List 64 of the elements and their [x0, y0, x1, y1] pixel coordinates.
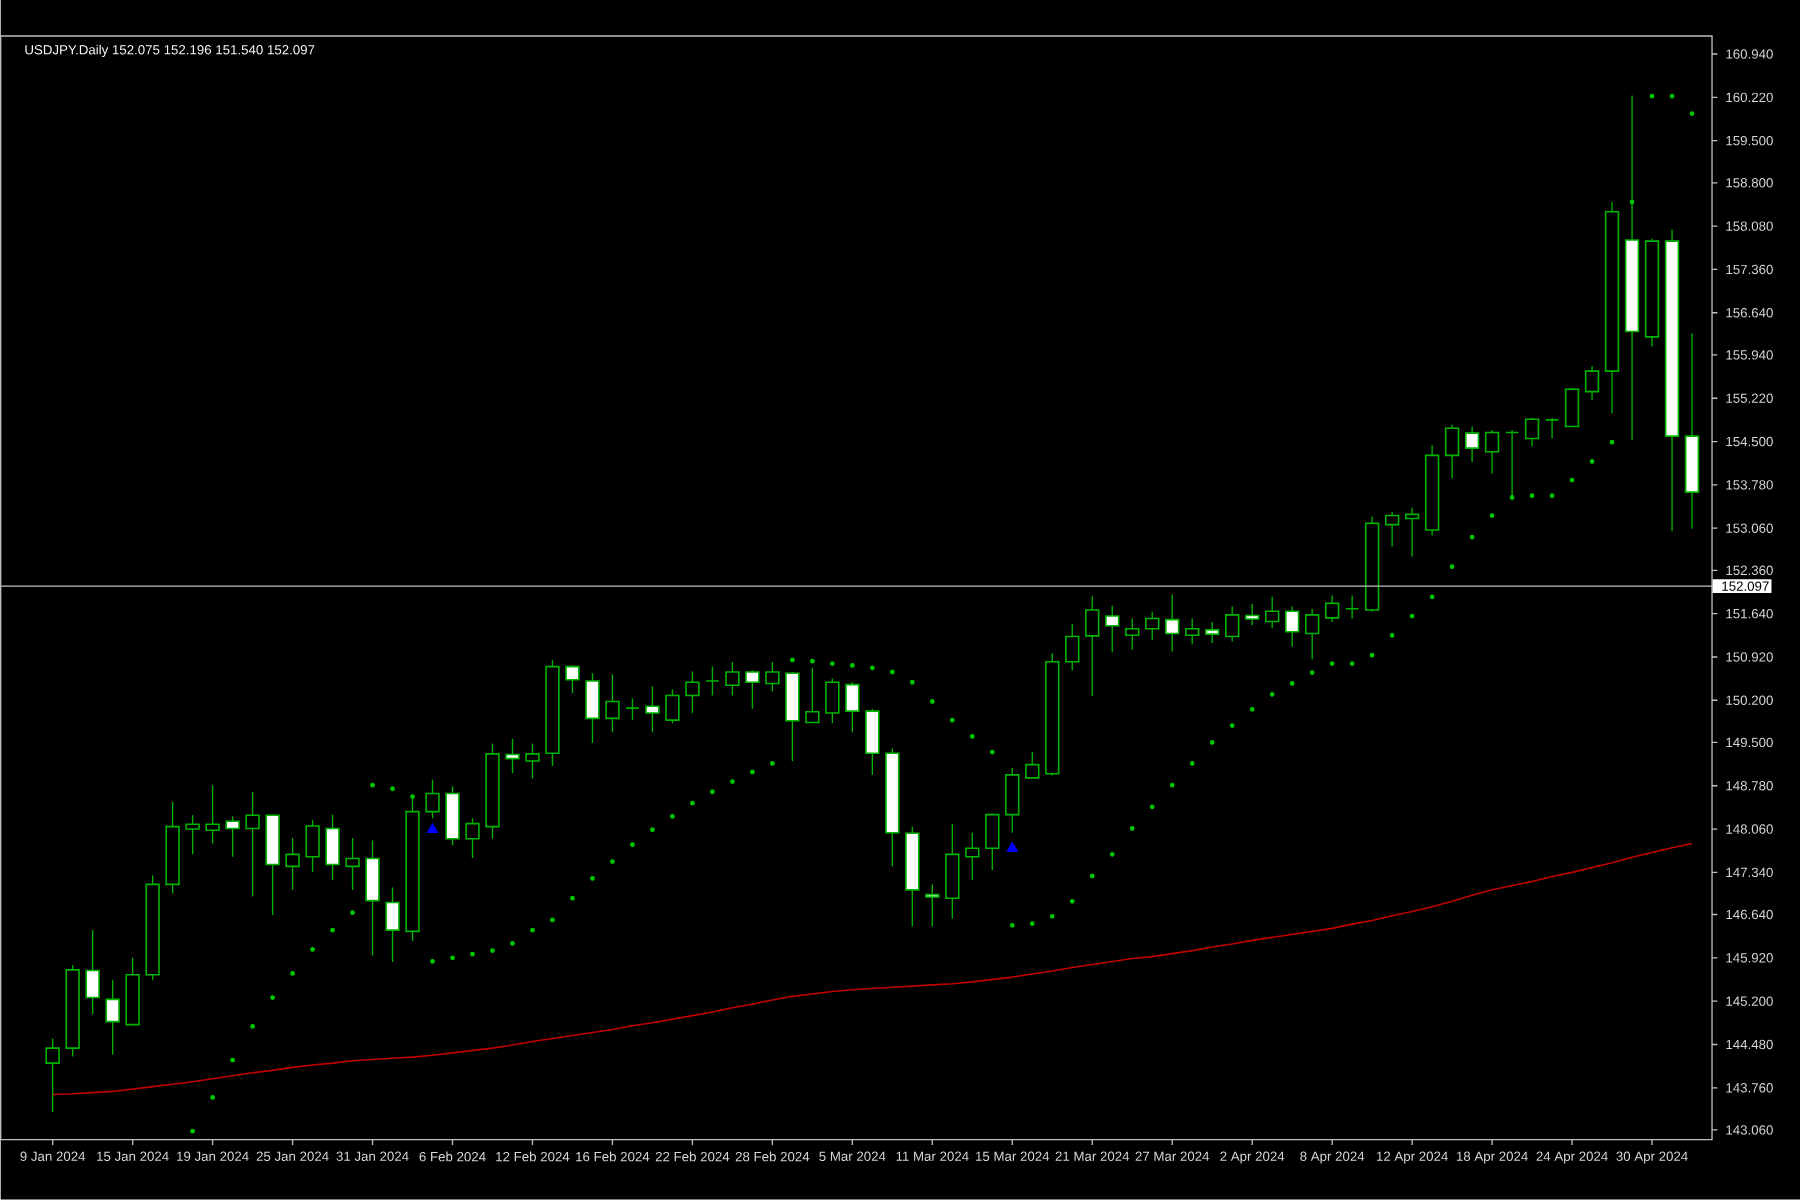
candlestick	[325, 814, 340, 882]
candlestick	[1085, 595, 1100, 697]
candlestick	[465, 817, 480, 859]
candlestick	[1225, 605, 1240, 643]
candlestick	[1125, 618, 1140, 651]
candlestick	[565, 664, 580, 694]
candlestick	[1544, 417, 1560, 440]
candlestick	[765, 661, 780, 693]
candlestick	[1484, 429, 1500, 475]
candlestick	[1344, 595, 1360, 620]
candlestick	[245, 791, 260, 898]
candlestick	[705, 666, 720, 697]
candlestick	[685, 670, 700, 714]
candlestick	[805, 667, 820, 725]
candlestick	[865, 708, 880, 776]
candlestick	[1584, 365, 1600, 401]
candlestick	[1025, 751, 1040, 780]
candlestick	[185, 814, 200, 856]
candlestick	[205, 784, 220, 845]
candlestick	[645, 686, 660, 734]
candlestick	[1245, 603, 1260, 626]
candlestick	[1065, 623, 1080, 672]
candlestick	[665, 689, 680, 725]
candlestick	[1324, 595, 1340, 623]
candlestick	[725, 661, 740, 697]
candlestick	[965, 832, 980, 882]
candlestick	[605, 673, 620, 734]
candlestick	[1524, 417, 1540, 448]
candlestick	[525, 743, 540, 780]
candlestick	[1205, 621, 1220, 645]
candlestick	[745, 669, 760, 710]
candlestick	[1304, 608, 1320, 661]
candlestick	[365, 840, 380, 957]
candlestick	[85, 929, 100, 1016]
candlestick	[445, 785, 460, 847]
candlestick	[585, 672, 600, 744]
candlestick	[1145, 611, 1160, 641]
candlestick	[1384, 511, 1400, 548]
candlestick	[345, 837, 360, 891]
candlestick	[845, 681, 860, 734]
candlestick	[1005, 767, 1020, 834]
candlestick	[625, 698, 640, 722]
candlestick	[225, 815, 240, 858]
candlestick	[305, 819, 320, 873]
candlestick	[1464, 426, 1480, 463]
candlestick	[425, 779, 440, 820]
candlestick	[1165, 593, 1180, 653]
candlestick	[1284, 605, 1300, 648]
candlestick	[925, 883, 940, 928]
candlestick	[1264, 596, 1280, 629]
candlestick	[385, 886, 400, 963]
candlestick	[105, 979, 120, 1056]
candlestick	[785, 671, 800, 762]
candlestick	[985, 812, 1000, 871]
candlestick	[1564, 387, 1580, 428]
candlestick	[505, 738, 520, 774]
candlestick	[1105, 605, 1120, 654]
candlestick	[1444, 424, 1460, 480]
candlestick	[1504, 429, 1520, 499]
candlestick	[1185, 618, 1200, 646]
candlestick	[285, 837, 300, 891]
candlestick	[945, 823, 960, 920]
candlestick	[825, 678, 840, 725]
candlestick	[45, 1038, 60, 1113]
